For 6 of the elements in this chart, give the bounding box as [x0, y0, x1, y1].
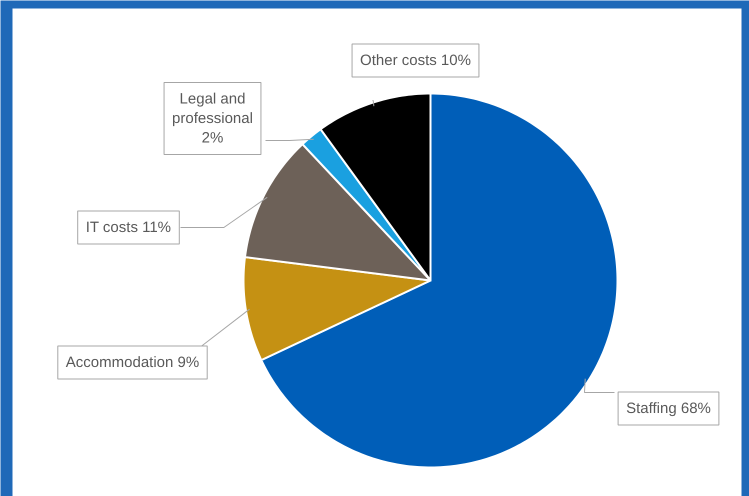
- slice-label: Staffing 68%: [626, 400, 711, 417]
- slice-label: IT costs 11%: [86, 219, 172, 236]
- slice-label: Legal and professional: [172, 90, 253, 127]
- slice-label: Accommodation 9%: [66, 354, 200, 371]
- data-label: 2%: [202, 130, 224, 147]
- slice-label: Other costs 10%: [360, 52, 471, 69]
